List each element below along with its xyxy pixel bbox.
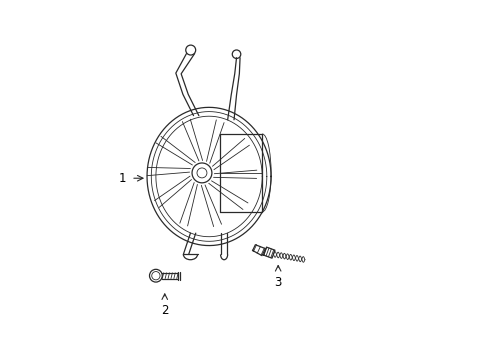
Text: 3: 3 [274,276,281,289]
Text: 1: 1 [118,172,125,185]
Text: 2: 2 [161,304,168,317]
